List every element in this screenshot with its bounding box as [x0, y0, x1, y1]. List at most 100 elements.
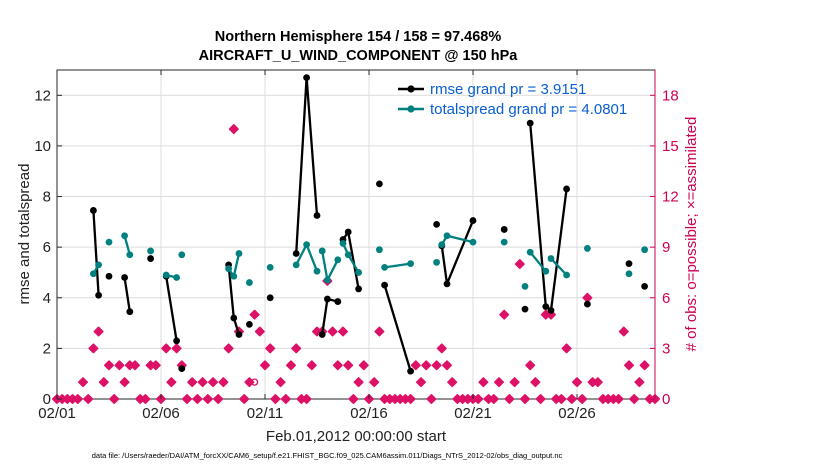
y-right-tick-label: 0 — [662, 391, 670, 408]
spread-point — [469, 238, 477, 246]
obs-assimilated-marker — [546, 309, 556, 320]
obs-assimilated-marker — [405, 394, 416, 404]
obs-assimilated-marker — [436, 343, 447, 354]
y-right-tick-label: 9 — [662, 239, 670, 256]
obs-assimilated-marker — [291, 343, 302, 354]
y-right-tick-label: 15 — [662, 138, 679, 155]
rmse-line-segment — [123, 277, 131, 312]
rmse-point — [542, 303, 550, 311]
ticks: 02/01 02/06 02/11 02/16 02/21 02/26 0 2 4 6 8 10 12 0… — [34, 70, 679, 422]
obs-assimilated-marker — [98, 377, 109, 388]
rmse-line-segment — [295, 76, 319, 254]
obs-assimilated-marker — [140, 394, 151, 404]
obs-assimilated-marker — [83, 394, 94, 404]
legend-rmse-marker — [407, 85, 415, 93]
x-tick-label: 02/26 — [558, 405, 596, 422]
rmse-point — [126, 308, 134, 316]
x-tick-label: 02/06 — [142, 405, 180, 422]
rmse-line-segment — [165, 276, 178, 341]
rmse-point — [376, 180, 383, 188]
spread-point — [584, 245, 591, 252]
legend: rmse grand pr = 3.9151 totalspread grand… — [398, 81, 627, 118]
obs-possible-marker — [250, 378, 259, 386]
obs-assimilated-marker — [473, 394, 484, 404]
obs-assimilated-marker — [504, 394, 515, 404]
spread-point — [500, 238, 508, 246]
spread-point — [313, 267, 321, 275]
x-tick-label: 02/11 — [247, 405, 283, 422]
spread-point — [344, 251, 352, 259]
rmse-point — [433, 220, 440, 228]
obs-assimilated-marker — [447, 377, 458, 388]
y-left-tick-label: 2 — [43, 340, 51, 357]
y-axis-left-label: rmse and totalspread — [16, 164, 33, 305]
obs-assimilated-marker — [431, 360, 442, 371]
x-axis-label: Feb.01,2012 00:00:00 start — [266, 428, 447, 445]
obs-assimilated-marker — [369, 377, 380, 388]
y-left-tick-label: 0 — [43, 391, 51, 408]
y-left-tick-label: 4 — [43, 290, 51, 307]
y-right-tick-label: 3 — [662, 340, 670, 357]
obs-assimilated-marker — [306, 360, 317, 371]
spread-point — [147, 247, 155, 255]
obs-assimilated-marker — [254, 326, 265, 337]
obs-assimilated-marker — [104, 360, 114, 371]
obs-assimilated-marker — [301, 394, 312, 404]
obs-assimilated-marker — [494, 377, 504, 388]
obs-assimilated-marker — [374, 326, 385, 337]
rmse-point — [500, 226, 508, 233]
rmse-point — [407, 367, 414, 375]
spread-point — [433, 258, 440, 266]
obs-assimilated-marker — [514, 259, 525, 270]
y-left-tick-label: 6 — [43, 239, 51, 256]
obs-assimilated-marker — [78, 377, 88, 388]
obs-assimilated-marker — [208, 377, 218, 388]
rmse-point — [235, 331, 243, 338]
spread-point — [246, 279, 253, 286]
obs-assimilated-marker — [629, 394, 640, 404]
obs-assimilated-marker — [535, 394, 546, 404]
rmse-point — [303, 74, 310, 81]
obs-assimilated-marker — [618, 326, 629, 337]
obs-count-layer — [52, 124, 660, 404]
spread-point — [105, 238, 113, 246]
spread-line-segment — [550, 257, 568, 276]
obs-assimilated-marker — [561, 343, 572, 354]
legend-spread-marker — [407, 105, 415, 113]
obs-assimilated-marker — [348, 394, 359, 404]
obs-assimilated-marker — [280, 394, 291, 404]
obs-assimilated-marker — [244, 377, 255, 388]
obs-assimilated-marker — [613, 394, 624, 404]
obs-assimilated-marker — [161, 343, 172, 354]
obs-assimilated-marker — [88, 343, 99, 354]
obs-assimilated-marker — [249, 309, 260, 320]
spread-point — [542, 267, 550, 275]
spread-point — [324, 276, 331, 284]
spread-point — [563, 271, 570, 279]
rmse-point — [381, 281, 388, 289]
rmse-point — [625, 260, 633, 268]
obs-assimilated-marker — [410, 360, 421, 371]
rmse-line-segment — [92, 210, 100, 296]
rmse-point — [95, 291, 102, 299]
spread-point — [292, 261, 300, 269]
obs-assimilated-marker — [353, 377, 364, 388]
rmse-point — [173, 337, 181, 345]
obs-assimilated-marker — [265, 343, 276, 354]
rmse-line-segment — [549, 188, 568, 311]
rmse-point — [469, 217, 477, 224]
rmse-point — [355, 285, 362, 293]
obs-assimilated-marker — [72, 394, 83, 404]
obs-assimilated-marker — [520, 394, 530, 404]
rmse-point — [230, 314, 238, 322]
obs-assimilated-marker — [338, 326, 348, 337]
spread-point — [318, 247, 326, 255]
chart-titles: Northern Hemisphere 154 / 158 = 97.468% … — [199, 29, 519, 64]
rmse-point — [178, 365, 186, 373]
spread-point — [407, 260, 414, 268]
spread-point — [625, 270, 633, 278]
spread-point — [376, 246, 383, 254]
rmse-point — [443, 280, 451, 288]
obs-assimilated-marker — [223, 343, 234, 354]
